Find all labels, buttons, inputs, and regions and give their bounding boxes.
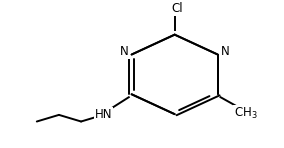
Text: HN: HN [95,108,112,121]
Text: N: N [220,45,229,58]
Text: Cl: Cl [172,2,183,15]
Text: CH$_3$: CH$_3$ [234,106,258,121]
Text: N: N [120,45,129,58]
